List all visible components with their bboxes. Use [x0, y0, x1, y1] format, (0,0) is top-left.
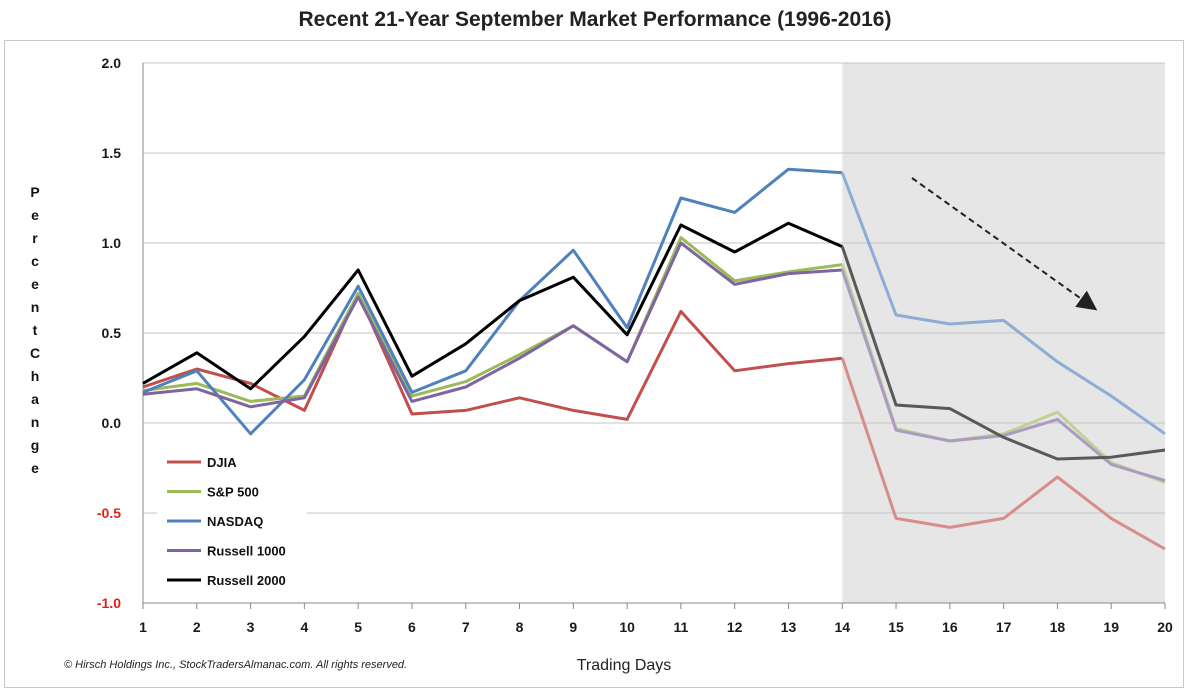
x-tick-label: 20	[1157, 619, 1173, 635]
series-line-russell-2000	[142, 221, 843, 391]
series-line-djia-shaded	[840, 357, 1166, 551]
x-tick-label: 6	[408, 619, 416, 635]
copyright-text: © Hirsch Holdings Inc., StockTradersAlma…	[64, 659, 407, 671]
x-tick-label: 2	[193, 619, 201, 635]
legend-label: DJIA	[207, 455, 237, 470]
y-axis-label-char: h	[31, 368, 40, 384]
series-line-djia	[142, 291, 843, 421]
y-tick-label: -0.5	[97, 505, 121, 521]
plot-border	[4, 40, 1184, 688]
y-axis-label-char: P	[30, 184, 39, 200]
x-tick-label: 16	[942, 619, 958, 635]
legend-label: Russell 2000	[207, 573, 286, 588]
legend-label: NASDAQ	[207, 514, 263, 529]
x-tick-label: 4	[300, 619, 308, 635]
x-tick-label: 3	[247, 619, 255, 635]
y-axis-label-char: a	[31, 391, 39, 407]
series-line-nasdaq-shaded	[840, 172, 1166, 436]
series-line-russell-1000-shaded	[840, 269, 1166, 483]
y-axis-label-char: t	[33, 322, 38, 338]
x-tick-label: 5	[354, 619, 362, 635]
y-tick-label: 1.0	[102, 235, 122, 251]
y-axis-label-char: c	[31, 253, 39, 269]
y-axis-label-char: r	[32, 230, 38, 246]
x-tick-label: 1	[139, 619, 147, 635]
x-tick-label: 11	[673, 619, 688, 635]
y-tick-label: 2.0	[102, 55, 122, 71]
series-line-s-p-500	[142, 236, 843, 403]
x-tick-label: 10	[619, 619, 635, 635]
y-tick-label: 0.5	[102, 325, 122, 341]
x-tick-label: 7	[462, 619, 470, 635]
y-axis-label-char: g	[31, 437, 40, 453]
x-tick-label: 13	[781, 619, 797, 635]
y-tick-label: 0.0	[102, 415, 122, 431]
series-line-russell-1000	[142, 241, 843, 409]
series-line-nasdaq	[142, 167, 843, 436]
x-tick-label: 19	[1103, 619, 1119, 635]
y-tick-label: 1.5	[102, 145, 122, 161]
y-tick-label: -1.0	[97, 595, 121, 611]
x-tick-label: 9	[569, 619, 577, 635]
x-tick-label: 15	[888, 619, 904, 635]
x-tick-label: 8	[516, 619, 524, 635]
x-tick-label: 18	[1050, 619, 1066, 635]
chart-title: Recent 21-Year September Market Performa…	[298, 8, 892, 31]
legend-label: S&P 500	[207, 485, 259, 500]
downward-dashed-arrow	[911, 177, 1098, 311]
x-tick-label: 17	[996, 619, 1012, 635]
y-axis-label-char: C	[30, 345, 40, 361]
x-axis-label: Trading Days	[577, 657, 672, 674]
x-tick-label: 12	[727, 619, 743, 635]
y-axis-label-char: n	[31, 414, 40, 430]
y-axis-label-char: n	[31, 299, 40, 315]
y-axis-label-char: e	[31, 207, 39, 223]
y-axis-label-char: e	[31, 460, 39, 476]
legend-label: Russell 1000	[207, 544, 286, 559]
y-axis-label-char: e	[31, 276, 39, 292]
series-line-russell-2000-shaded	[840, 246, 1166, 461]
x-tick-label: 14	[834, 619, 850, 635]
